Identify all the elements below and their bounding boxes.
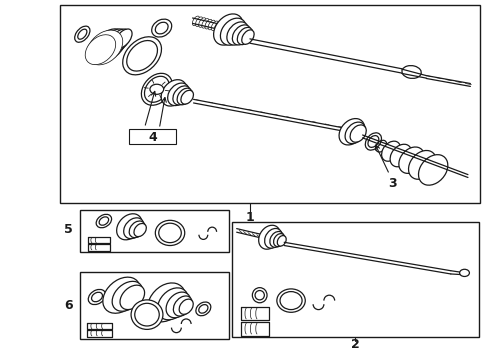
Ellipse shape [211,21,219,31]
Ellipse shape [399,147,424,174]
Ellipse shape [460,269,469,276]
Text: 3: 3 [388,177,396,190]
Ellipse shape [159,223,181,243]
Ellipse shape [196,17,203,27]
Ellipse shape [135,303,159,326]
Ellipse shape [155,22,168,34]
Ellipse shape [120,285,145,310]
Ellipse shape [227,22,248,45]
Ellipse shape [92,292,102,302]
Ellipse shape [277,235,286,246]
Ellipse shape [74,26,90,42]
Ellipse shape [181,90,194,104]
Ellipse shape [402,66,421,78]
Ellipse shape [270,231,284,247]
Ellipse shape [131,300,163,329]
Ellipse shape [196,302,211,316]
Ellipse shape [205,19,212,29]
Ellipse shape [122,37,162,75]
Ellipse shape [232,25,251,45]
Ellipse shape [96,214,112,228]
Text: 6: 6 [64,299,73,312]
Ellipse shape [252,288,267,303]
Bar [129,129,176,144]
Ellipse shape [152,19,172,37]
Bar [60,5,480,203]
Ellipse shape [109,29,130,51]
Ellipse shape [193,16,199,26]
Ellipse shape [259,225,280,249]
Ellipse shape [134,224,147,237]
Ellipse shape [208,20,216,30]
Ellipse shape [93,29,125,61]
Ellipse shape [103,277,140,313]
Text: 5: 5 [64,223,73,236]
Ellipse shape [115,29,132,48]
Ellipse shape [202,19,209,28]
Ellipse shape [155,220,185,246]
Text: 2: 2 [351,338,360,351]
Ellipse shape [366,133,381,150]
Ellipse shape [173,86,191,105]
Ellipse shape [280,292,302,310]
Ellipse shape [409,150,436,179]
Text: 4: 4 [148,131,157,144]
Ellipse shape [215,22,221,31]
Text: 1: 1 [245,211,254,224]
Ellipse shape [390,144,412,167]
Ellipse shape [142,73,172,105]
Circle shape [150,84,164,94]
Ellipse shape [199,305,208,313]
Ellipse shape [99,217,109,225]
Ellipse shape [242,30,254,44]
Ellipse shape [179,299,193,314]
Ellipse shape [198,18,206,27]
Ellipse shape [129,221,145,238]
Ellipse shape [78,29,87,39]
Ellipse shape [237,27,253,45]
Ellipse shape [418,155,448,185]
Ellipse shape [255,291,265,300]
Ellipse shape [177,88,193,105]
Ellipse shape [368,136,379,147]
Ellipse shape [277,289,305,312]
Ellipse shape [88,289,106,305]
Ellipse shape [173,296,192,316]
Ellipse shape [147,283,186,322]
Ellipse shape [382,141,400,161]
Ellipse shape [166,292,191,318]
Ellipse shape [273,234,285,247]
Ellipse shape [158,288,188,320]
Bar [80,272,229,339]
Ellipse shape [117,214,142,240]
Bar [80,210,229,252]
Ellipse shape [214,14,243,45]
Ellipse shape [127,41,157,71]
Ellipse shape [345,122,366,144]
Ellipse shape [161,80,187,106]
Ellipse shape [220,18,246,45]
Ellipse shape [168,83,189,105]
Ellipse shape [339,118,365,145]
Ellipse shape [112,281,143,311]
Ellipse shape [145,76,169,102]
Ellipse shape [101,29,128,56]
Ellipse shape [87,30,122,65]
Bar [232,222,479,337]
Ellipse shape [265,229,282,248]
Ellipse shape [350,125,366,142]
Ellipse shape [85,35,116,65]
Ellipse shape [123,218,144,239]
